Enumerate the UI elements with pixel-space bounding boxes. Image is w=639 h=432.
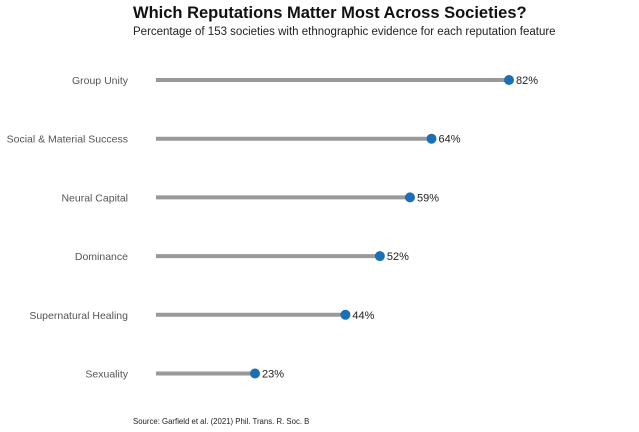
value-label-sexuality: 23%: [262, 369, 284, 381]
chart-title: Which Reputations Matter Most Across Soc…: [133, 4, 527, 22]
dot-sexuality: [250, 368, 261, 379]
category-label-social-material-success: Social & Material Success: [7, 134, 128, 146]
category-label-dominance: Dominance: [75, 251, 128, 263]
value-label-social-material-success: 64%: [439, 134, 461, 146]
value-label-group-unity: 82%: [516, 75, 538, 87]
dot-supernatural-healing: [340, 309, 351, 320]
value-label-supernatural-healing: 44%: [352, 310, 374, 322]
chart-subtitle: Percentage of 153 societies with ethnogr…: [133, 26, 556, 38]
category-label-neural-capital: Neural Capital: [61, 192, 128, 204]
source-note: Source: Garfield et al. (2021) Phil. Tra…: [133, 417, 310, 426]
dot-neural-capital: [404, 192, 415, 203]
value-label-dominance: 52%: [387, 251, 409, 263]
dot-dominance: [374, 251, 385, 262]
value-label-neural-capital: 59%: [417, 192, 439, 204]
category-label-group-unity: Group Unity: [72, 75, 129, 87]
dot-social-material-success: [426, 133, 437, 144]
category-label-supernatural-healing: Supernatural Healing: [29, 310, 128, 322]
dot-group-unity: [504, 75, 514, 85]
category-label-sexuality: Sexuality: [85, 369, 128, 381]
